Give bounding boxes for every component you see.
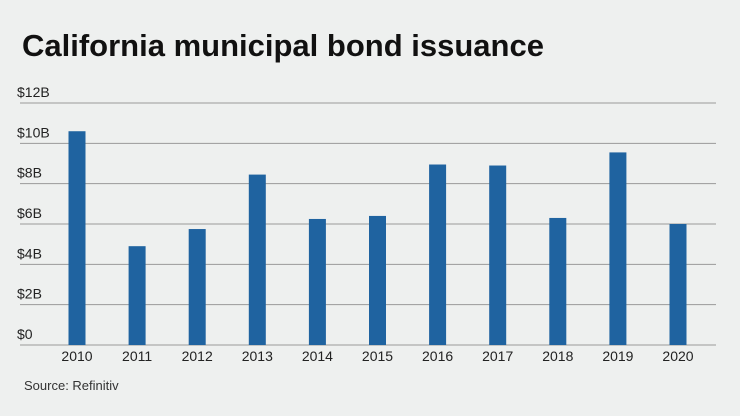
bar-2016: [429, 164, 447, 345]
y-axis-ticks: $0 $2B $4B $6B $8B $10B $12B: [17, 84, 50, 342]
x-tick-label: 2020: [662, 348, 693, 364]
x-tick-label: 2016: [422, 348, 453, 364]
bar-2013: [248, 174, 266, 345]
x-tick-label: 2019: [602, 348, 633, 364]
y-tick-label: $4B: [17, 245, 42, 261]
y-tick-label: $6B: [17, 205, 42, 221]
bar-2014: [308, 218, 326, 345]
bar-2010: [68, 131, 86, 345]
chart-title: California municipal bond issuance: [22, 28, 544, 63]
x-tick-label: 2010: [61, 348, 92, 364]
x-tick-label: 2012: [182, 348, 213, 364]
bar-2018: [549, 217, 567, 345]
y-tick-label: $10B: [17, 124, 50, 140]
y-tick-label: $12B: [17, 84, 50, 100]
x-tick-label: 2011: [122, 348, 152, 364]
bar-2020: [669, 224, 687, 345]
y-tick-label: $8B: [17, 165, 42, 181]
bars: [68, 131, 687, 345]
x-tick-label: 2013: [242, 348, 273, 364]
y-tick-label: $0: [17, 326, 33, 342]
bar-2015: [369, 215, 386, 345]
y-tick-label: $2B: [17, 286, 42, 302]
bar-2019: [609, 152, 627, 345]
x-axis-ticks: 2010 2011 2012 2013 2014 2015 2016 2017 2018 2019…: [61, 348, 693, 364]
x-tick-label: 2014: [302, 348, 333, 364]
bar-2011: [128, 246, 146, 345]
x-tick-label: 2017: [482, 348, 513, 364]
x-tick-label: 2018: [542, 348, 573, 364]
bar-2017: [489, 165, 507, 345]
source-note: Source: Refinitiv: [24, 378, 119, 393]
x-tick-label: 2015: [362, 348, 393, 364]
bar-2012: [188, 229, 206, 345]
